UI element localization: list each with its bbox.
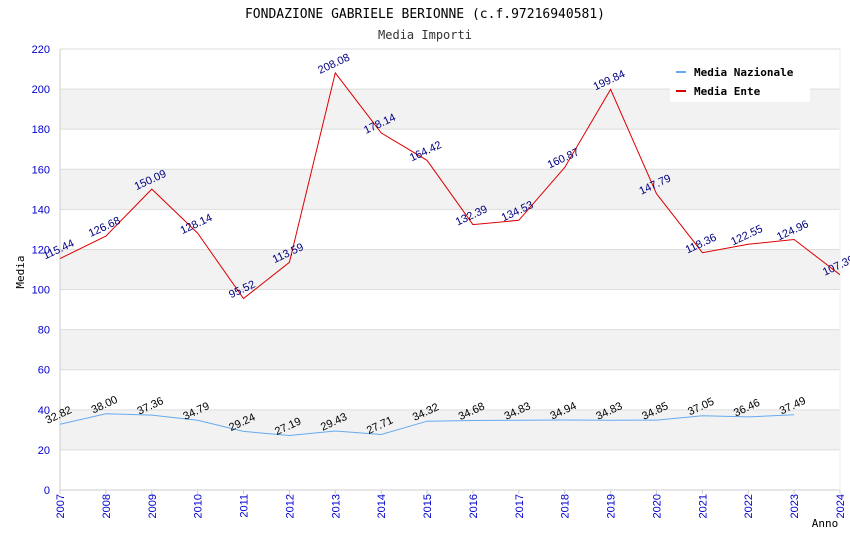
x-tick-label: 2010 [193, 494, 205, 518]
y-tick-label: 220 [32, 44, 50, 56]
x-axis-label: Anno [812, 517, 839, 530]
y-tick-label: 40 [38, 405, 50, 417]
series-line-media-nazionale [59, 413, 795, 437]
x-tick-label: 2022 [743, 494, 755, 518]
data-label-ente: 164.42 [408, 139, 444, 164]
y-tick-label: 80 [38, 325, 50, 337]
data-label-ente: 126.68 [87, 215, 123, 240]
series-lines [59, 71, 841, 437]
chart-title: FONDAZIONE GABRIELE BERIONNE (c.f.972169… [245, 7, 605, 22]
x-tick-label: 2011 [239, 494, 251, 518]
x-tick-label: 2020 [651, 494, 663, 518]
y-tick-label: 160 [32, 164, 50, 176]
grid-band [60, 329, 840, 370]
y-tick-label: 120 [32, 244, 50, 256]
y-tick-label: 0 [44, 485, 50, 497]
series-line-media-ente [59, 71, 841, 300]
axes [59, 49, 841, 494]
x-tick-label: 2023 [789, 494, 801, 518]
grid-band [60, 169, 840, 210]
x-tick-label: 2008 [101, 494, 113, 518]
data-label-ente: 160.87 [546, 146, 582, 171]
x-tick-label: 2012 [284, 494, 296, 518]
x-tick-label: 2013 [330, 494, 342, 518]
x-tick-label: 2024 [835, 494, 847, 518]
grid-band [60, 249, 840, 290]
y-tick-label: 20 [38, 445, 50, 457]
legend-entry: Media Nazionale [694, 66, 794, 79]
y-tick-label: 140 [32, 204, 50, 216]
chart-subtitle: Media Importi [378, 28, 472, 42]
y-tick-labels: 0 20 40 60 80 100 120 140 160 180 200 220 [32, 44, 50, 497]
y-axis-label: Media [14, 255, 27, 288]
grid-lines [60, 48, 840, 491]
x-tick-label: 2021 [697, 494, 709, 518]
y-tick-label: 60 [38, 365, 50, 377]
y-tick-label: 180 [32, 124, 50, 136]
data-label-ente: 128.14 [179, 212, 215, 237]
legend-box [670, 60, 810, 102]
x-tick-labels: 2007 2008 2009 2010 2011 2012 2013 2014 2015 2016… [55, 494, 847, 518]
x-tick-label: 2007 [55, 494, 67, 518]
legend: Media Nazionale Media Ente [670, 60, 810, 102]
x-tick-label: 2015 [422, 494, 434, 518]
grid-band [60, 409, 840, 450]
x-tick-label: 2014 [376, 494, 388, 518]
grid-bands [60, 89, 840, 450]
data-label-ente: 208.08 [316, 52, 352, 77]
y-tick-label: 200 [32, 84, 50, 96]
x-tick-label: 2016 [468, 494, 480, 518]
legend-entry: Media Ente [694, 85, 761, 98]
x-tick-label: 2018 [560, 494, 572, 518]
x-tick-label: 2017 [514, 494, 526, 518]
x-tick-label: 2019 [606, 494, 618, 518]
x-tick-label: 2009 [147, 494, 159, 518]
y-tick-label: 100 [32, 285, 50, 297]
